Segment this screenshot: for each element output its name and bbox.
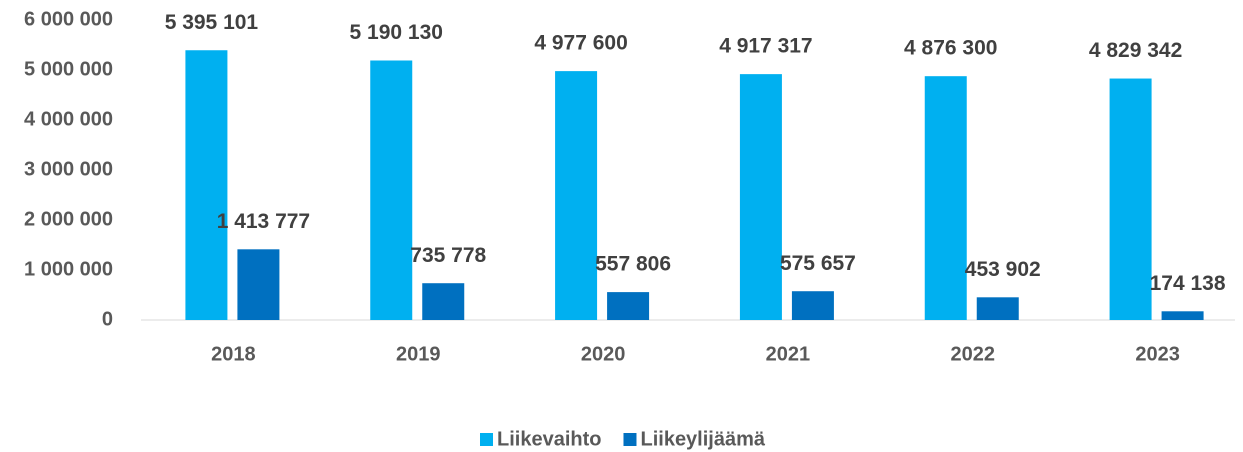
legend-swatch bbox=[480, 433, 493, 446]
bar bbox=[1109, 78, 1152, 320]
bar bbox=[791, 291, 834, 320]
bar bbox=[555, 71, 598, 321]
data-label: 735 778 bbox=[410, 244, 486, 267]
x-tick-label: 2022 bbox=[951, 343, 996, 365]
data-label: 5 190 130 bbox=[350, 21, 443, 44]
bar bbox=[739, 74, 782, 320]
bar bbox=[976, 297, 1019, 320]
data-label: 557 806 bbox=[595, 253, 671, 276]
legend-label: Liikevaihto bbox=[497, 428, 601, 450]
bar bbox=[185, 50, 228, 321]
data-label: 453 902 bbox=[965, 258, 1041, 281]
data-label: 5 395 101 bbox=[165, 11, 259, 34]
legend-swatch bbox=[623, 433, 637, 446]
bar bbox=[1161, 311, 1204, 320]
y-tick-label: 5 000 000 bbox=[24, 58, 113, 80]
y-tick-label: 3 000 000 bbox=[24, 158, 113, 180]
bar bbox=[924, 76, 967, 320]
data-label: 4 977 600 bbox=[534, 32, 627, 55]
bar bbox=[237, 249, 280, 320]
y-tick-label: 1 000 000 bbox=[24, 258, 113, 280]
bar bbox=[607, 292, 650, 320]
x-tick-label: 2020 bbox=[581, 343, 626, 365]
x-tick-label: 2019 bbox=[396, 343, 441, 365]
x-tick-label: 2023 bbox=[1135, 343, 1180, 365]
y-tick-label: 0 bbox=[102, 308, 113, 330]
data-label: 4 829 342 bbox=[1089, 39, 1182, 62]
bar bbox=[422, 283, 465, 320]
data-label: 1 413 777 bbox=[217, 210, 310, 233]
y-tick-label: 6 000 000 bbox=[24, 8, 113, 30]
data-label: 174 138 bbox=[1150, 272, 1226, 295]
legend-label: Liikeylijäämä bbox=[640, 428, 765, 450]
data-label: 4 917 317 bbox=[719, 35, 812, 58]
y-tick-label: 2 000 000 bbox=[24, 208, 113, 230]
bar bbox=[370, 60, 413, 320]
x-tick-label: 2018 bbox=[211, 343, 256, 365]
data-label: 4 876 300 bbox=[904, 37, 997, 60]
data-label: 575 657 bbox=[780, 252, 856, 275]
y-tick-label: 4 000 000 bbox=[24, 108, 113, 130]
x-tick-label: 2021 bbox=[766, 343, 811, 365]
